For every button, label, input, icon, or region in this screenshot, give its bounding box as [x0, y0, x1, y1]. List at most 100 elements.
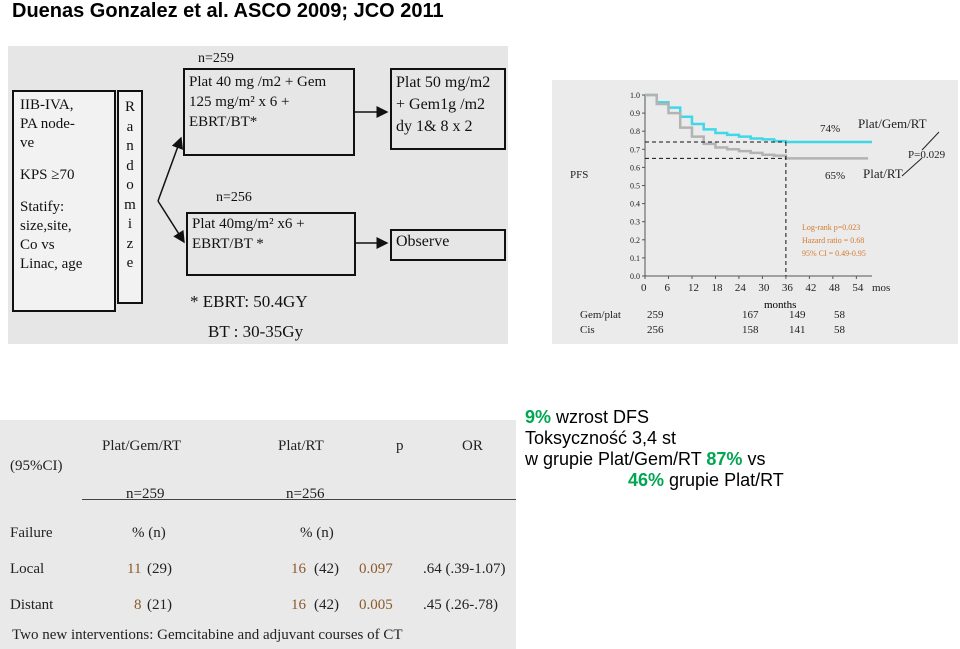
- arm1-box: Plat 40 mg /m2 + Gem 125 mg/m² x 6 + EBR…: [183, 68, 355, 156]
- y-axis-label: PFS: [570, 169, 588, 181]
- x-tick-label: 54: [852, 282, 864, 294]
- risk-value: 259: [647, 309, 664, 321]
- randomize-letter: o: [126, 177, 134, 193]
- col-header-plat-gem: Plat/Gem/RT: [102, 438, 182, 454]
- p-value: P=0.029: [908, 149, 946, 161]
- dfs-increase-value: 9%: [525, 407, 552, 427]
- arm1-line: 125 mg/m² x 6 +: [189, 94, 290, 110]
- observe-box: Observe: [390, 229, 506, 261]
- trial-schema-panel: IIB-IVA, PA node- ve KPS ≥70 Statify: si…: [8, 46, 508, 344]
- y-tick-label: 0.1: [630, 254, 640, 263]
- n-plat-rt-cell: (42): [314, 561, 339, 577]
- toxicity-group1-value: 87%: [706, 449, 743, 469]
- row-label: Local: [10, 561, 45, 577]
- eligibility-box: IIB-IVA, PA node- ve KPS ≥70 Statify: si…: [12, 90, 116, 312]
- summary-line-2: Toksyczność 3,4 st: [525, 428, 677, 448]
- toxicity-group2-value: 46%: [628, 470, 665, 490]
- col-header-ci: (95%CI): [10, 458, 63, 474]
- y-tick-label: 0.7: [630, 145, 640, 154]
- y-tick-label: 0.3: [630, 218, 640, 227]
- x-axis-label: months: [764, 299, 796, 311]
- x-axis-unit: mos: [872, 282, 890, 294]
- km-chart-panel: PFS 0.0 0.1 0.2 0.3 0.4 0.5 0.6 0.7 0.8 0.9 1.0 0 6…: [552, 80, 958, 344]
- arm1-line: Plat 40 mg /m2 + Gem: [189, 74, 327, 90]
- slide-title: Duenas Gonzalez et al. ASCO 2009; JCO 20…: [12, 0, 444, 22]
- risk-value: 149: [789, 309, 806, 321]
- legend-pointer: [901, 157, 923, 177]
- legend-pointer: [921, 131, 940, 151]
- n-plat-gem: n=259: [126, 486, 165, 502]
- col-header-p: p: [396, 438, 404, 454]
- col-header-or: OR: [462, 438, 483, 454]
- dfs-increase-label: wzrost DFS: [551, 407, 650, 427]
- toxicity-group1-label: w grupie Plat/Gem/RT: [525, 449, 707, 469]
- randomize-letter: e: [126, 255, 134, 271]
- arm2-n: n=256: [216, 190, 252, 205]
- schema-arrows: [157, 106, 389, 249]
- ci-text: 95% CI = 0.49-0.95: [802, 249, 866, 258]
- adjuvant-line: dy 1& 8 x 2: [396, 118, 473, 135]
- y-tick-label: 0.0: [630, 272, 640, 281]
- x-tick-label: 6: [664, 282, 670, 294]
- y-tick-label: 0.4: [630, 200, 640, 209]
- pct-n-header: % (n): [300, 525, 334, 541]
- n-plat-gem-cell: (29): [147, 561, 172, 577]
- n-plat-gem-cell: (21): [147, 597, 172, 613]
- x-tick-label: 30: [758, 282, 770, 294]
- x-tick-label: 12: [688, 282, 699, 294]
- summary-line-4: 46% grupie Plat/RT: [525, 470, 784, 491]
- y-tick-label: 0.9: [630, 109, 640, 118]
- randomize-letter: m: [124, 196, 136, 213]
- y-tick-label: 0.2: [630, 236, 640, 245]
- table-footer: Two new interventions: Gemcitabine and a…: [12, 627, 403, 643]
- observe-label: Observe: [396, 233, 450, 250]
- eligibility-line: PA node-: [20, 116, 75, 132]
- arrow-to-arm1: [157, 136, 184, 202]
- risk-value: 58: [834, 309, 846, 321]
- vs-label: vs: [742, 449, 766, 469]
- y-tick-label: 0.8: [630, 127, 640, 136]
- hazard-ratio-text: Hazard ratio = 0.68: [802, 236, 864, 245]
- label-65: 65%: [825, 170, 845, 182]
- eligibility-line: Statify:: [20, 199, 65, 215]
- pct-plat-gem: 8: [134, 597, 142, 613]
- or-cell: .45 (.26-.78): [423, 597, 498, 613]
- legend-series2: Plat/RT: [863, 166, 903, 181]
- randomize-letter: n: [126, 138, 134, 154]
- or-cell: .64 (.39-1.07): [423, 561, 506, 577]
- x-tick-label: 36: [782, 282, 794, 294]
- summary-line-3: w grupie Plat/Gem/RT 87% vs: [525, 449, 784, 470]
- bt-note: BT : 30-35Gy: [208, 322, 304, 341]
- eligibility-line: KPS ≥70: [20, 167, 75, 183]
- km-curve-2: [645, 93, 869, 160]
- arrow-to-arm2: [157, 200, 185, 244]
- pct-plat-rt: 16: [291, 597, 306, 613]
- adjuvant-box: Plat 50 mg/m2 + Gem1g /m2 dy 1& 8 x 2: [390, 68, 506, 150]
- summary-line-1: 9% wzrost DFS: [525, 407, 784, 428]
- eligibility-line: ve: [20, 135, 35, 151]
- arm2-line: EBRT/BT *: [192, 236, 264, 252]
- randomize-box: R a n d o m i z e: [117, 90, 143, 304]
- failure-label: Failure: [10, 525, 53, 541]
- risk-row-label: Gem/plat: [580, 309, 621, 321]
- toxicity-group2-label: grupie Plat/RT: [664, 470, 784, 490]
- risk-value: 141: [789, 324, 806, 336]
- arm2-box: Plat 40mg/m² x6 + EBRT/BT *: [186, 212, 356, 276]
- risk-value: 256: [647, 324, 664, 336]
- risk-value: 158: [742, 324, 759, 336]
- risk-value: 167: [742, 309, 759, 321]
- randomize-letter: z: [126, 235, 134, 252]
- y-tick-label: 0.5: [630, 182, 640, 191]
- eligibility-line: Linac, age: [20, 256, 83, 272]
- p-value-cell: 0.005: [359, 597, 393, 613]
- x-tick-label: 24: [735, 282, 747, 294]
- randomize-letter: i: [127, 216, 133, 232]
- summary-text: 9% wzrost DFS Toksyczność 3,4 st w grupi…: [525, 407, 784, 491]
- row-label: Distant: [10, 597, 54, 613]
- risk-value: 58: [834, 324, 846, 336]
- n-plat-rt: n=256: [286, 486, 325, 502]
- ebrt-note: * EBRT: 50.4GY: [190, 292, 308, 311]
- x-tick-label: 18: [711, 282, 723, 294]
- pct-plat-rt: 16: [291, 561, 306, 577]
- eligibility-line: size,site,: [20, 218, 72, 234]
